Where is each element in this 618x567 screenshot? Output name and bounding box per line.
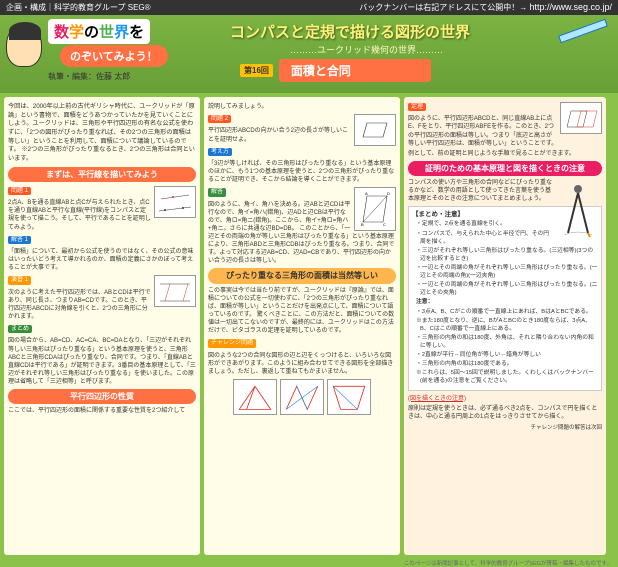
column-2: 説明してみましょう。 問題 2 平行四辺形ABCDの向かい合う2辺の長さが等しい… xyxy=(204,97,400,555)
topbar-left: 企画・構成｜科学的教育グループ SEG® xyxy=(6,2,151,13)
compass-icon xyxy=(556,181,600,241)
section-parallel: まずは、平行線を描いてみよう xyxy=(8,167,196,182)
main-title: コンパスと定規で描ける図形の世界 xyxy=(230,21,470,42)
author: 執筆・編集：佐藤 太郎 xyxy=(48,71,130,82)
label-answer2: 解答 xyxy=(208,188,226,196)
ruler-icon xyxy=(558,19,608,44)
episode-title: 面積と合同 xyxy=(279,59,431,82)
section-congruent: ぴったり重なる三角形の面積は当然等しい xyxy=(208,268,396,283)
peek-badge: のぞいてみよう！ xyxy=(60,45,168,67)
header: 数学の世界を のぞいてみよう！ 執筆・編集：佐藤 太郎 コンパスと定規で描ける図… xyxy=(0,15,618,93)
notes-list: ・定規で、2点を通る直線を引く。 ・コンパスで、与えられた中心と半径で円、その円… xyxy=(412,220,598,385)
diagram-1 xyxy=(154,186,196,218)
column-3: 定理 図のように、平行四辺形ABCDと、同じ直線AB上に点E、Fをとり、平行四辺… xyxy=(404,97,606,555)
label-problem2: 問題 2 xyxy=(208,115,231,123)
footer: このページは新聞記事として、科学的教育グループSEGが寄稿・編集したものです。 xyxy=(0,559,618,567)
mathworld-box: 数学の世界を xyxy=(48,19,150,44)
label-summary: まとめ xyxy=(8,325,32,333)
section-parallelogram: 平行四辺形の性質 xyxy=(8,389,196,404)
label-problem1: 問題 1 xyxy=(8,187,31,195)
label-answer1: 解答 1 xyxy=(8,236,31,244)
label-challenge: チャレンジ問題 xyxy=(208,339,256,347)
label-theorem: 定理 xyxy=(408,103,426,111)
episode-badge: 第16回 xyxy=(240,64,273,77)
svg-text:D: D xyxy=(387,191,390,196)
topbar-right: バックナンバーは右記アドレスにて公開中！→ http://www.seg.co.… xyxy=(359,2,612,13)
diagram-5 xyxy=(560,102,602,134)
svg-text:B: B xyxy=(361,222,364,227)
section-proof-notes: 証明のための基本原理と図を描くときの注意 xyxy=(408,161,602,176)
avatar-icon xyxy=(6,23,42,67)
svg-text:A: A xyxy=(365,191,368,196)
challenge-diagrams xyxy=(208,379,396,415)
diagram-3 xyxy=(354,114,396,146)
intro-text: 今回は、2000年以上前の古代ギリシャ時代に、ユークリッドが「原論」という書物で… xyxy=(8,103,196,164)
column-1: 今回は、2000年以上前の古代ギリシャ時代に、ユークリッドが「原論」という書物で… xyxy=(4,97,200,555)
svg-text:C: C xyxy=(383,222,386,227)
url-link[interactable]: http://www.seg.co.jp/ xyxy=(529,2,612,12)
diagram-2 xyxy=(154,275,196,307)
link-drawing-notes[interactable]: (図を描くときの注意) xyxy=(408,396,466,402)
label-hint: 考え方 xyxy=(208,148,232,156)
diagram-4: B C D A xyxy=(354,187,396,231)
label-exercise1: 演習 1 xyxy=(8,276,31,284)
sub-title: ………ユークリッド幾何の世界……… xyxy=(290,43,443,56)
